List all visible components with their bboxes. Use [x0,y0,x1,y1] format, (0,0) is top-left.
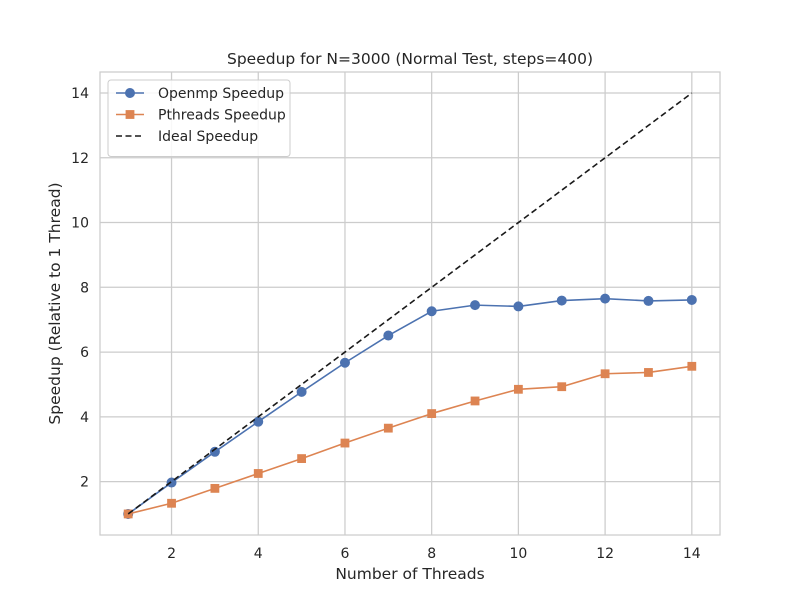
legend-item-pthreads-speedup: Pthreads Speedup [116,108,286,124]
openmp-speedup-point [253,416,264,427]
openmp-speedup-point [296,386,307,397]
y-tick-label: 2 [80,475,89,491]
tick-labels: 2 4 6 8 10 12 14 2 4 6 8 10 12 14 [71,86,701,562]
x-tick-label: 14 [683,546,701,562]
x-tick-label: 8 [427,546,436,562]
pthreads-speedup-line [127,365,692,515]
x-tick-label: 2 [167,546,176,562]
ideal-speedup-line [127,92,693,515]
legend-marker [125,110,135,119]
x-tick-label: 6 [341,546,350,562]
pthreads-speedup-point [470,396,480,406]
legend: Openmp Speedup Pthreads Speedup Ideal Spee… [107,79,291,157]
openmp-speedup-point [166,477,177,488]
y-tick-label: 10 [71,216,89,232]
legend-item-openmp-speedup: Openmp Speedup [116,86,284,102]
x-axis-title: Number of Threads [335,565,484,583]
pthreads-speedup-point [340,438,350,448]
y-axis-title: Speedup (Relative to 1 Thread) [46,182,64,424]
y-tick-label: 12 [71,151,89,167]
openmp-speedup-point [470,300,481,311]
legend-label: Openmp Speedup [158,86,284,102]
legend-label: Pthreads Speedup [158,108,286,124]
openmp-speedup-point [513,301,524,312]
pthreads-speedup-point [253,469,263,478]
openmp-speedup-point [426,306,437,317]
chart-title: Speedup for N=3000 (Normal Test, steps=4… [227,50,593,68]
y-tick-label: 14 [71,86,89,102]
openmp-speedup-point [556,295,567,306]
plot-frame [99,71,721,536]
pthreads-speedup-point [383,423,393,433]
pthreads-speedup-point [167,498,176,508]
pthreads-speedup-point [557,382,567,392]
x-tick-label: 10 [509,546,527,562]
openmp-speedup-point [643,295,654,306]
y-tick-label: 4 [80,410,89,426]
pthreads-speedup-point [210,483,220,493]
pthreads-speedup-point [427,409,437,418]
openmp-speedup-series [123,293,697,519]
openmp-speedup-point [339,357,350,368]
pthreads-speedup-point [513,384,523,394]
pthreads-speedup-point [687,361,697,371]
pthreads-speedup-point [297,454,307,463]
series-group [123,92,697,519]
legend-marker [125,88,136,99]
openmp-speedup-point [383,330,394,341]
pthreads-speedup-point [644,368,653,377]
openmp-speedup-point [209,446,220,457]
legend-box [107,79,291,157]
pthreads-speedup-point [600,369,610,379]
y-tick-label: 6 [80,345,89,361]
openmp-speedup-line [127,297,692,515]
pthreads-speedup-series [123,361,697,519]
x-tick-label: 12 [596,546,614,562]
openmp-speedup-point [600,293,611,304]
grid [100,72,720,535]
x-tick-label: 4 [254,546,263,562]
legend-item-ideal-speedup: Ideal Speedup [116,129,258,145]
y-tick-label: 8 [80,280,89,296]
pthreads-speedup-point [123,509,133,519]
legend-label: Ideal Speedup [158,129,258,145]
openmp-speedup-point [686,294,697,305]
ideal-speedup-series [127,92,693,515]
